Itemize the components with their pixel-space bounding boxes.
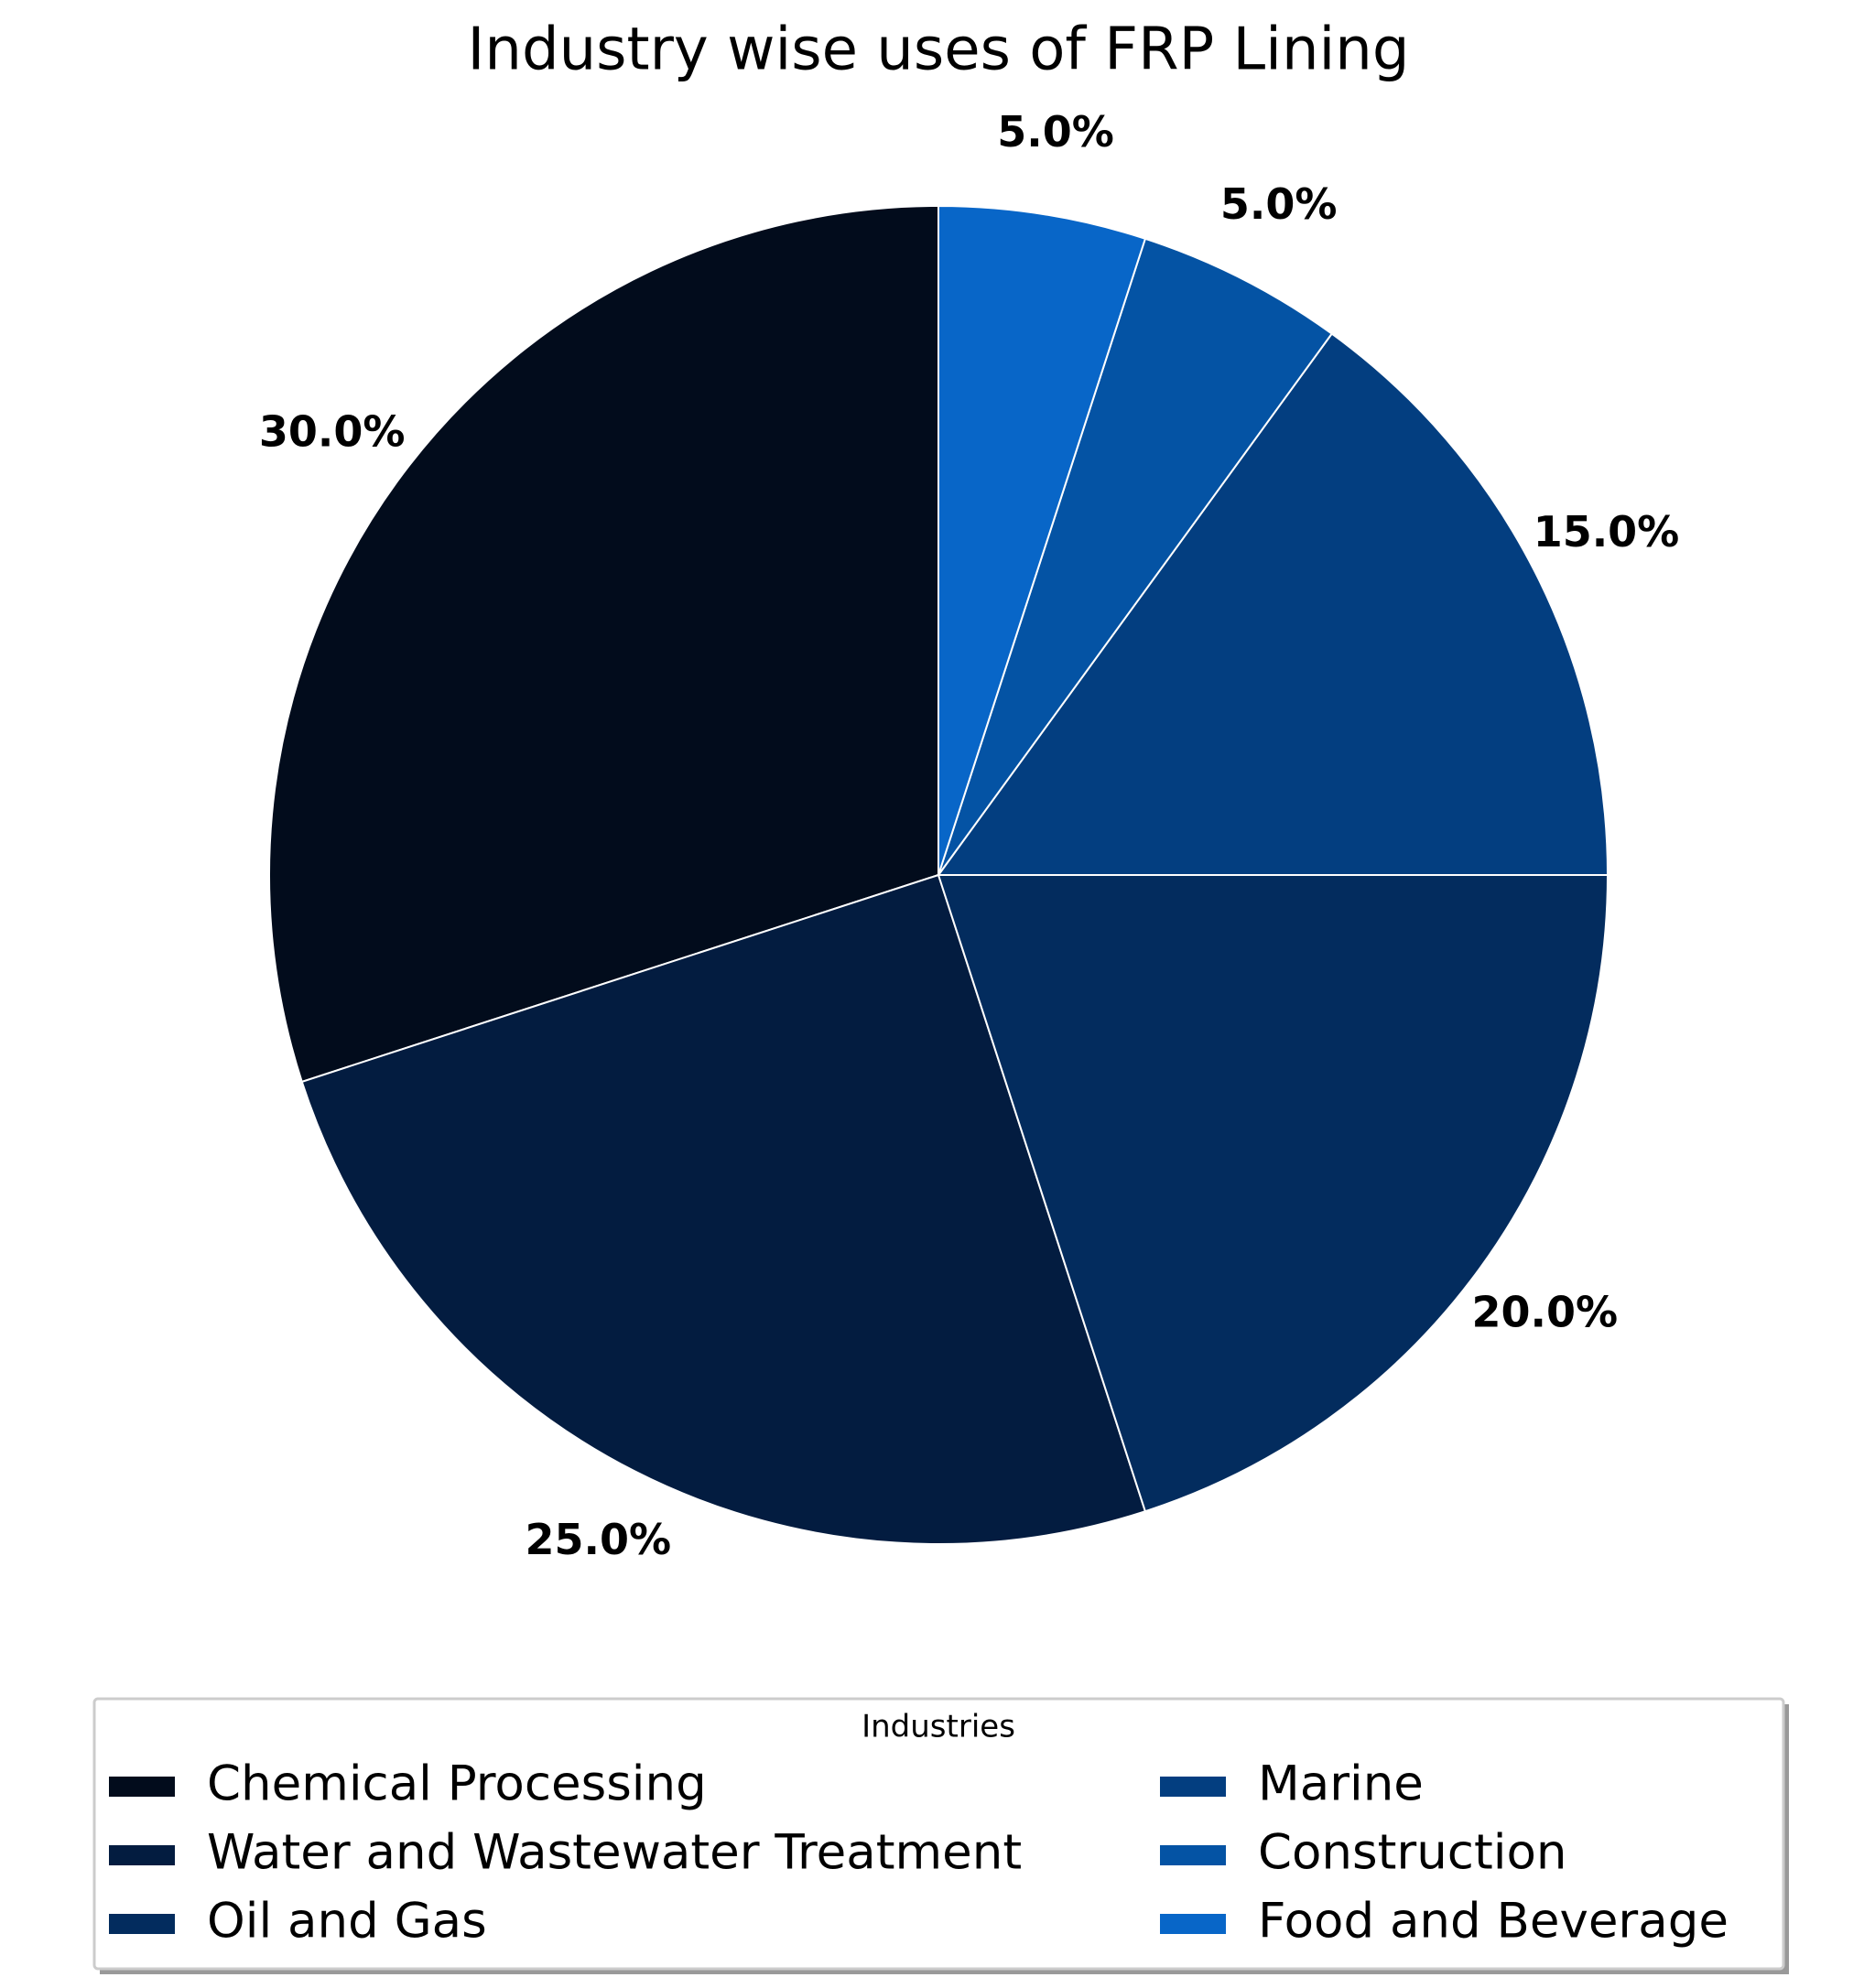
- legend-swatch: [109, 1777, 175, 1797]
- pie-slice: [300, 873, 1147, 1545]
- chart-title: Industry wise uses of FRP Lining: [468, 16, 1410, 84]
- legend-swatch: [1160, 1777, 1226, 1797]
- legend-label: Food and Beverage: [1258, 1894, 1729, 1950]
- pie-slice: [938, 237, 1334, 876]
- pie-slice: [937, 874, 1609, 1513]
- slice-label: 20.0%: [1472, 1288, 1619, 1337]
- legend-swatch: [109, 1845, 175, 1865]
- slice-label: 25.0%: [526, 1515, 672, 1564]
- legend-swatch: [1160, 1914, 1226, 1934]
- slice-label: 5.0%: [1220, 179, 1338, 229]
- legend-label: Oil and Gas: [207, 1894, 487, 1950]
- legend-label: Marine: [1258, 1756, 1424, 1812]
- pie-slice: [937, 332, 1609, 876]
- pie-slice: [268, 204, 939, 1084]
- legend-title: Industries: [862, 1709, 1015, 1745]
- slice-label: 5.0%: [997, 107, 1114, 157]
- pie-slice: [938, 204, 1147, 876]
- legend-label: Water and Wastewater Treatment: [207, 1825, 1022, 1881]
- legend-swatch: [109, 1914, 175, 1934]
- legend: [92, 1697, 1785, 1971]
- slice-label: 15.0%: [1534, 507, 1680, 556]
- slice-label: 30.0%: [259, 406, 406, 456]
- legend-swatch: [1160, 1845, 1226, 1865]
- legend-label: Chemical Processing: [207, 1756, 707, 1812]
- legend-label: Construction: [1258, 1825, 1566, 1881]
